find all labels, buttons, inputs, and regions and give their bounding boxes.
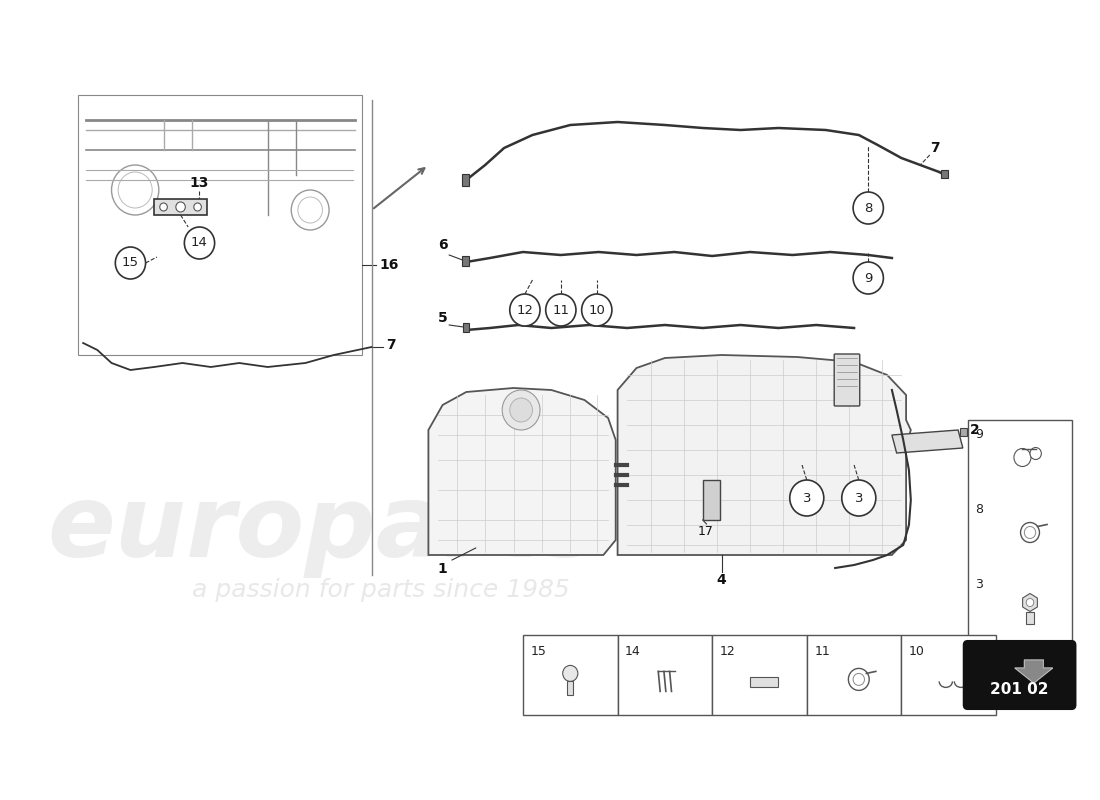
Bar [568, 682, 573, 695]
Circle shape [1026, 598, 1034, 606]
Circle shape [185, 227, 214, 259]
Circle shape [1014, 449, 1031, 466]
Text: 3: 3 [803, 491, 811, 505]
Bar [901, 635, 996, 715]
Text: 14: 14 [625, 645, 641, 658]
Text: 8: 8 [865, 202, 872, 214]
Text: 12: 12 [719, 645, 736, 658]
Polygon shape [892, 430, 962, 453]
Circle shape [842, 480, 876, 516]
Bar [522, 635, 617, 715]
Text: 7: 7 [386, 338, 396, 352]
Circle shape [563, 666, 578, 682]
Polygon shape [428, 388, 616, 555]
Text: 201 02: 201 02 [990, 682, 1048, 697]
Circle shape [503, 390, 540, 430]
FancyBboxPatch shape [964, 641, 1076, 709]
Bar [712, 635, 806, 715]
Bar [750, 678, 779, 687]
Bar [806, 635, 901, 715]
Bar [462, 174, 469, 186]
Circle shape [118, 172, 152, 208]
Circle shape [1021, 522, 1040, 542]
Text: 8: 8 [975, 503, 983, 516]
Text: 3: 3 [975, 578, 983, 591]
Bar [1026, 611, 1034, 623]
Circle shape [116, 247, 145, 279]
Text: 7: 7 [930, 141, 939, 155]
Circle shape [546, 294, 576, 326]
Bar [78, 95, 362, 355]
Circle shape [848, 668, 869, 690]
Text: a passion for parts since 1985: a passion for parts since 1985 [192, 578, 570, 602]
FancyBboxPatch shape [834, 354, 860, 406]
Circle shape [1030, 447, 1042, 459]
Bar [462, 256, 469, 266]
Polygon shape [1015, 660, 1053, 683]
Bar [942, 170, 948, 178]
Text: 10: 10 [909, 645, 925, 658]
Text: 4: 4 [717, 573, 726, 587]
Bar [463, 323, 469, 332]
Text: 2: 2 [969, 423, 979, 437]
Text: 3: 3 [855, 491, 864, 505]
Circle shape [111, 165, 158, 215]
Text: 5: 5 [438, 311, 448, 325]
Circle shape [298, 197, 322, 223]
Circle shape [292, 190, 329, 230]
Circle shape [854, 674, 865, 686]
Text: 9: 9 [865, 271, 872, 285]
Text: 1: 1 [438, 562, 448, 576]
Circle shape [160, 203, 167, 211]
Polygon shape [617, 355, 911, 555]
Text: 10: 10 [588, 303, 605, 317]
Text: 17: 17 [697, 525, 714, 538]
Bar [703, 480, 719, 520]
Circle shape [582, 294, 612, 326]
Text: 6: 6 [438, 238, 448, 252]
Circle shape [854, 192, 883, 224]
Text: 15: 15 [122, 257, 139, 270]
Circle shape [194, 203, 201, 211]
Circle shape [1024, 526, 1036, 538]
Bar [968, 420, 1071, 645]
Bar [617, 635, 712, 715]
Text: 11: 11 [552, 303, 570, 317]
Text: 16: 16 [379, 258, 398, 272]
Text: 12: 12 [516, 303, 534, 317]
Bar [154, 199, 207, 215]
Text: 11: 11 [814, 645, 830, 658]
Circle shape [509, 294, 540, 326]
Bar [960, 428, 967, 436]
Text: 13: 13 [190, 176, 209, 190]
Circle shape [176, 202, 185, 212]
Circle shape [509, 398, 532, 422]
Text: 14: 14 [191, 237, 208, 250]
Text: europarts: europarts [48, 482, 601, 578]
Text: 15: 15 [530, 645, 547, 658]
Circle shape [854, 262, 883, 294]
Text: 9: 9 [975, 428, 983, 441]
Circle shape [790, 480, 824, 516]
